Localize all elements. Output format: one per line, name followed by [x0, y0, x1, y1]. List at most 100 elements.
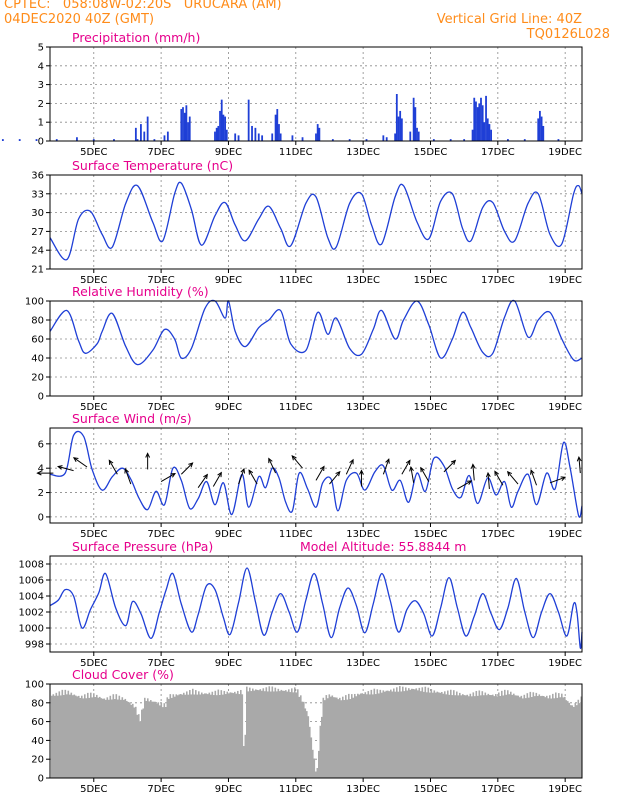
cloud-bar: [273, 691, 275, 778]
wind-arrow: [359, 469, 364, 487]
rh-ytick-label: 60: [31, 335, 44, 346]
precip-bar: [471, 129, 474, 141]
cloud-bar: [570, 705, 572, 778]
precip-bar: [215, 127, 218, 141]
cloud-bar: [115, 694, 118, 778]
cloud-date-label: 15DEC: [414, 784, 448, 795]
cloud-bar: [330, 696, 332, 778]
cloud-bar: [381, 692, 383, 778]
precip-bar: [449, 139, 452, 141]
pres-date-label: 5DEC: [80, 658, 107, 669]
cloud-bar: [477, 695, 479, 778]
cloud-bar: [483, 695, 485, 778]
cloud-bar: [208, 692, 211, 778]
cloud-bar: [337, 699, 340, 778]
wind-arrow: [160, 473, 177, 483]
precip-bar: [143, 131, 146, 141]
temp-date-label: 17DEC: [481, 275, 515, 286]
cloud-bar: [241, 694, 244, 778]
temp-date-label: 19DEC: [548, 275, 582, 286]
precip-bar: [224, 116, 226, 141]
cloud-bar: [279, 691, 281, 778]
rh-date-label: 19DEC: [548, 402, 582, 413]
cloud-bar: [63, 694, 65, 778]
cloud-bar: [571, 705, 574, 778]
cloud-bar: [412, 688, 415, 778]
cloud-bar: [162, 707, 164, 778]
cloud-bar: [387, 690, 389, 778]
precip-date-label: 7DEC: [147, 147, 174, 158]
temp-ytick-label: 27: [31, 227, 44, 238]
cloud-bar: [178, 694, 181, 778]
cloud-bar: [211, 691, 214, 778]
cloud-bar: [183, 692, 185, 778]
cloud-bar: [220, 690, 223, 778]
wind-frame: [49, 427, 583, 524]
cloud-ytick-label: 20: [31, 755, 44, 766]
cloud-bar: [189, 690, 191, 778]
cloud-bar: [67, 690, 70, 778]
cloud-bar: [340, 700, 343, 778]
rh-date-label: 15DEC: [414, 402, 448, 413]
cloud-bar: [228, 693, 230, 778]
cloud-bar: [297, 689, 299, 778]
cloud-date-label: 9DEC: [215, 784, 242, 795]
precip-bar: [394, 133, 397, 141]
cloud-bar: [489, 694, 491, 778]
cloud-bar: [175, 694, 178, 778]
wind-arrow: [268, 457, 277, 474]
precip-bar: [480, 97, 482, 141]
cloud-bar: [291, 688, 293, 778]
cloud-bar: [55, 692, 58, 778]
cloud-bar: [247, 691, 250, 778]
rh-date-label: 11DEC: [279, 402, 313, 413]
cloud-bar: [52, 694, 55, 778]
cloud-bar: [303, 701, 305, 778]
cloud-bar: [361, 693, 364, 778]
rh-ytick-label: 80: [31, 316, 44, 327]
cloud-bar: [294, 687, 296, 778]
cloud-bar: [486, 695, 488, 778]
pres-frame: [49, 555, 583, 653]
cloud-bar: [354, 693, 356, 778]
precip-bar: [432, 139, 435, 141]
cloud-bar: [165, 706, 167, 778]
cloud-bar: [219, 694, 221, 778]
cloud-bar: [79, 697, 82, 778]
cloud-bar: [160, 702, 163, 778]
precip-bar: [222, 114, 225, 141]
precip-bar: [251, 125, 253, 141]
cloud-bar: [580, 696, 583, 778]
cloud-bar: [240, 689, 242, 778]
precip-bar: [507, 139, 509, 141]
cloud-bar: [199, 694, 202, 778]
cloud-bar: [87, 692, 89, 778]
cloud-bar: [421, 687, 424, 778]
precip-bar: [18, 139, 21, 141]
precip-bar: [490, 129, 492, 141]
precip-ytick-label: 5: [38, 43, 44, 54]
cloud-bar: [66, 694, 68, 778]
precip-bar: [488, 124, 491, 141]
cloud-bar: [262, 688, 265, 778]
cloud-bar: [457, 695, 460, 778]
cloud-bar: [292, 692, 295, 778]
cloud-bar: [564, 696, 566, 778]
cloud-bar: [522, 698, 524, 778]
precip-bar: [188, 116, 191, 141]
cloud-bar: [282, 690, 284, 778]
precip-bar: [1, 139, 4, 141]
precip-bar: [539, 110, 541, 141]
cloud-bar: [270, 691, 272, 778]
cloud-bar: [565, 700, 568, 778]
wind-arrow: [56, 465, 74, 472]
cloud-bar: [111, 699, 113, 778]
cloud-bar: [147, 698, 149, 778]
cloud-bar: [231, 692, 233, 778]
precip-bar: [183, 112, 186, 141]
cloud-bar: [520, 695, 523, 778]
cloud-bar: [78, 695, 80, 778]
cloud-bar: [535, 692, 538, 778]
cloud-bar: [339, 697, 341, 778]
cloud-bar: [61, 689, 64, 778]
